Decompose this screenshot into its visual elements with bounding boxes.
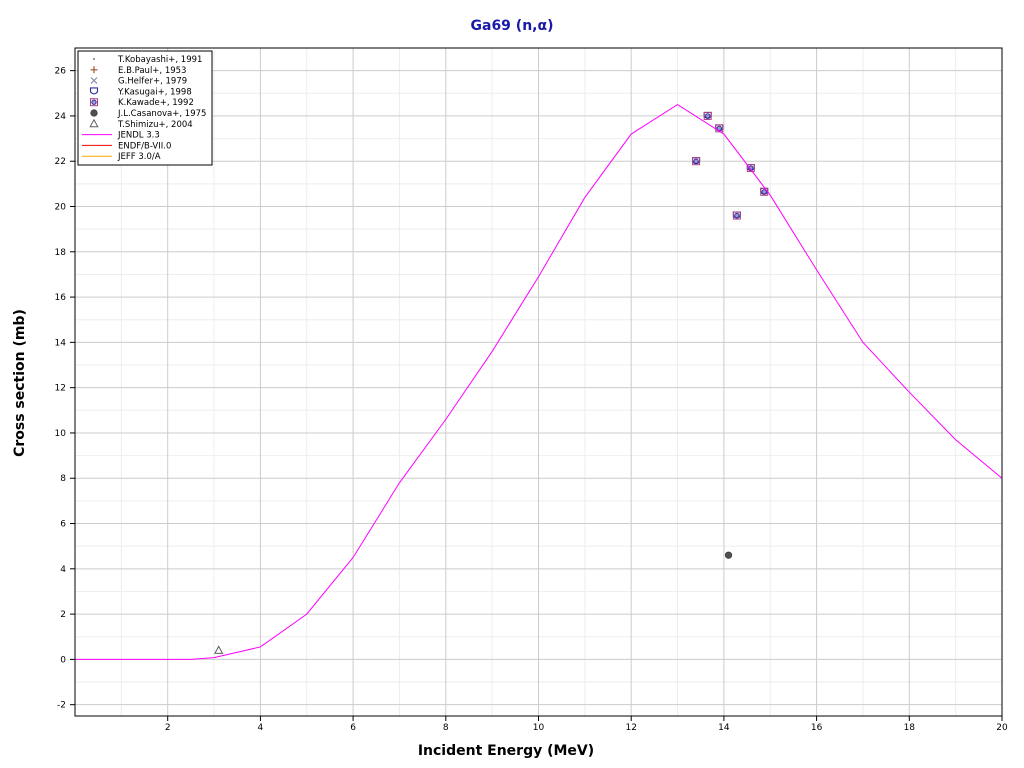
data-point-circle: [704, 113, 711, 119]
legend-marker: [89, 118, 99, 128]
y-tick-label: 8: [60, 474, 66, 484]
data-point: [692, 157, 701, 166]
legend-item: J.L.Casanova+, 1975: [90, 109, 206, 119]
y-tick-label: 24: [55, 112, 67, 122]
legend-marker-shape: [90, 77, 98, 85]
data-point-shape: [214, 645, 224, 654]
grid: [75, 47, 1003, 716]
axes: 2 4 6 8 10 12 14 16 18 20-20246810121416182022242…: [55, 67, 1008, 733]
legend-item: JEFF 3.0/A: [82, 152, 161, 162]
data-point-circle: [734, 212, 740, 219]
x-tick-label: 18: [904, 723, 916, 733]
data-point-box: [732, 211, 741, 220]
legend-item: ENDF/B-VII.0: [82, 141, 171, 151]
y-tick-label: 16: [55, 293, 67, 303]
series-line: [75, 104, 1003, 660]
legend-marker-circle: [91, 99, 97, 105]
legend-label: JEFF 3.0/A: [117, 152, 161, 162]
x-tick-label: 10: [533, 723, 545, 733]
y-tick-label: 0: [60, 655, 66, 665]
legend-marker: [90, 77, 98, 85]
legend-label: G.Helfer+, 1979: [118, 77, 187, 87]
series-layer: [75, 104, 1003, 660]
legend-marker-shape: [89, 87, 99, 95]
data-point: [724, 551, 733, 559]
legend-label: J.L.Casanova+, 1975: [117, 109, 206, 119]
x-tick-label: 12: [625, 723, 636, 733]
legend-item: T.Shimizu+, 2004: [89, 118, 193, 130]
legend-label: JENDL 3.3: [117, 131, 160, 141]
legend-marker-shape: [89, 118, 99, 128]
y-tick-label: 2: [60, 610, 66, 620]
legend-marker: [90, 66, 98, 74]
y-tick-label: 18: [55, 248, 67, 258]
data-point-box: [703, 111, 712, 120]
x-tick-label: 16: [811, 723, 823, 733]
legend-item: T.Kobayashi+, 1991: [92, 55, 202, 65]
x-tick-label: 14: [718, 723, 730, 733]
legend-label: E.B.Paul+, 1953: [118, 66, 186, 76]
legend-marker-shape: [90, 66, 98, 74]
x-tick-label: 6: [350, 723, 356, 733]
y-tick-label: 20: [55, 203, 67, 213]
legend-item: JENDL 3.3: [82, 131, 160, 141]
legend-label: ENDF/B-VII.0: [118, 141, 171, 151]
legend-label: T.Shimizu+, 2004: [117, 120, 193, 130]
y-tick-label: 14: [55, 338, 67, 348]
x-tick-label: 20: [996, 723, 1008, 733]
legend-marker: [90, 109, 98, 117]
y-axis-label: Cross section (mb): [12, 309, 28, 457]
y-tick-label: -2: [57, 701, 66, 711]
legend-item: K.Kawade+, 1992: [90, 98, 194, 108]
data-point: [214, 645, 224, 654]
data-point-circle: [693, 158, 699, 164]
plot-frame: [74, 47, 1003, 717]
data-point: [703, 111, 712, 120]
legend-marker: [89, 87, 99, 95]
data-point-box: [746, 164, 755, 173]
legend-label: T.Kobayashi+, 1991: [117, 55, 202, 65]
x-tick-label: 8: [443, 723, 449, 733]
legend-marker-shape: [92, 57, 96, 61]
legend-box: [77, 50, 213, 166]
legend-marker: [92, 57, 96, 61]
x-axis-label: Incident Energy (MeV): [418, 743, 594, 759]
y-tick-label: 26: [55, 67, 67, 77]
data-point-shape: [724, 551, 733, 559]
legend-item: Y.Kasugai+, 1998: [89, 87, 192, 97]
y-tick-label: 12: [55, 384, 66, 394]
data-point-circle: [761, 189, 767, 195]
legend-label: K.Kawade+, 1992: [118, 98, 194, 108]
data-point-box: [692, 157, 701, 166]
legend-marker-shape: [90, 109, 98, 117]
x-tick-label: 2: [165, 723, 171, 733]
data-point: [732, 211, 741, 220]
legend-label: Y.Kasugai+, 1998: [117, 87, 192, 97]
legend-item: E.B.Paul+, 1953: [90, 66, 186, 76]
y-tick-label: 4: [60, 565, 66, 575]
legend-marker: [90, 98, 98, 107]
y-tick-label: 22: [55, 157, 66, 167]
legend-marker-box: [90, 98, 98, 107]
y-tick-label: 6: [60, 520, 66, 530]
x-tick-label: 4: [258, 723, 264, 733]
chart-title: Ga69 (n,α): [471, 18, 554, 34]
y-tick-label: 10: [55, 429, 67, 439]
legend-item: G.Helfer+, 1979: [90, 77, 187, 87]
